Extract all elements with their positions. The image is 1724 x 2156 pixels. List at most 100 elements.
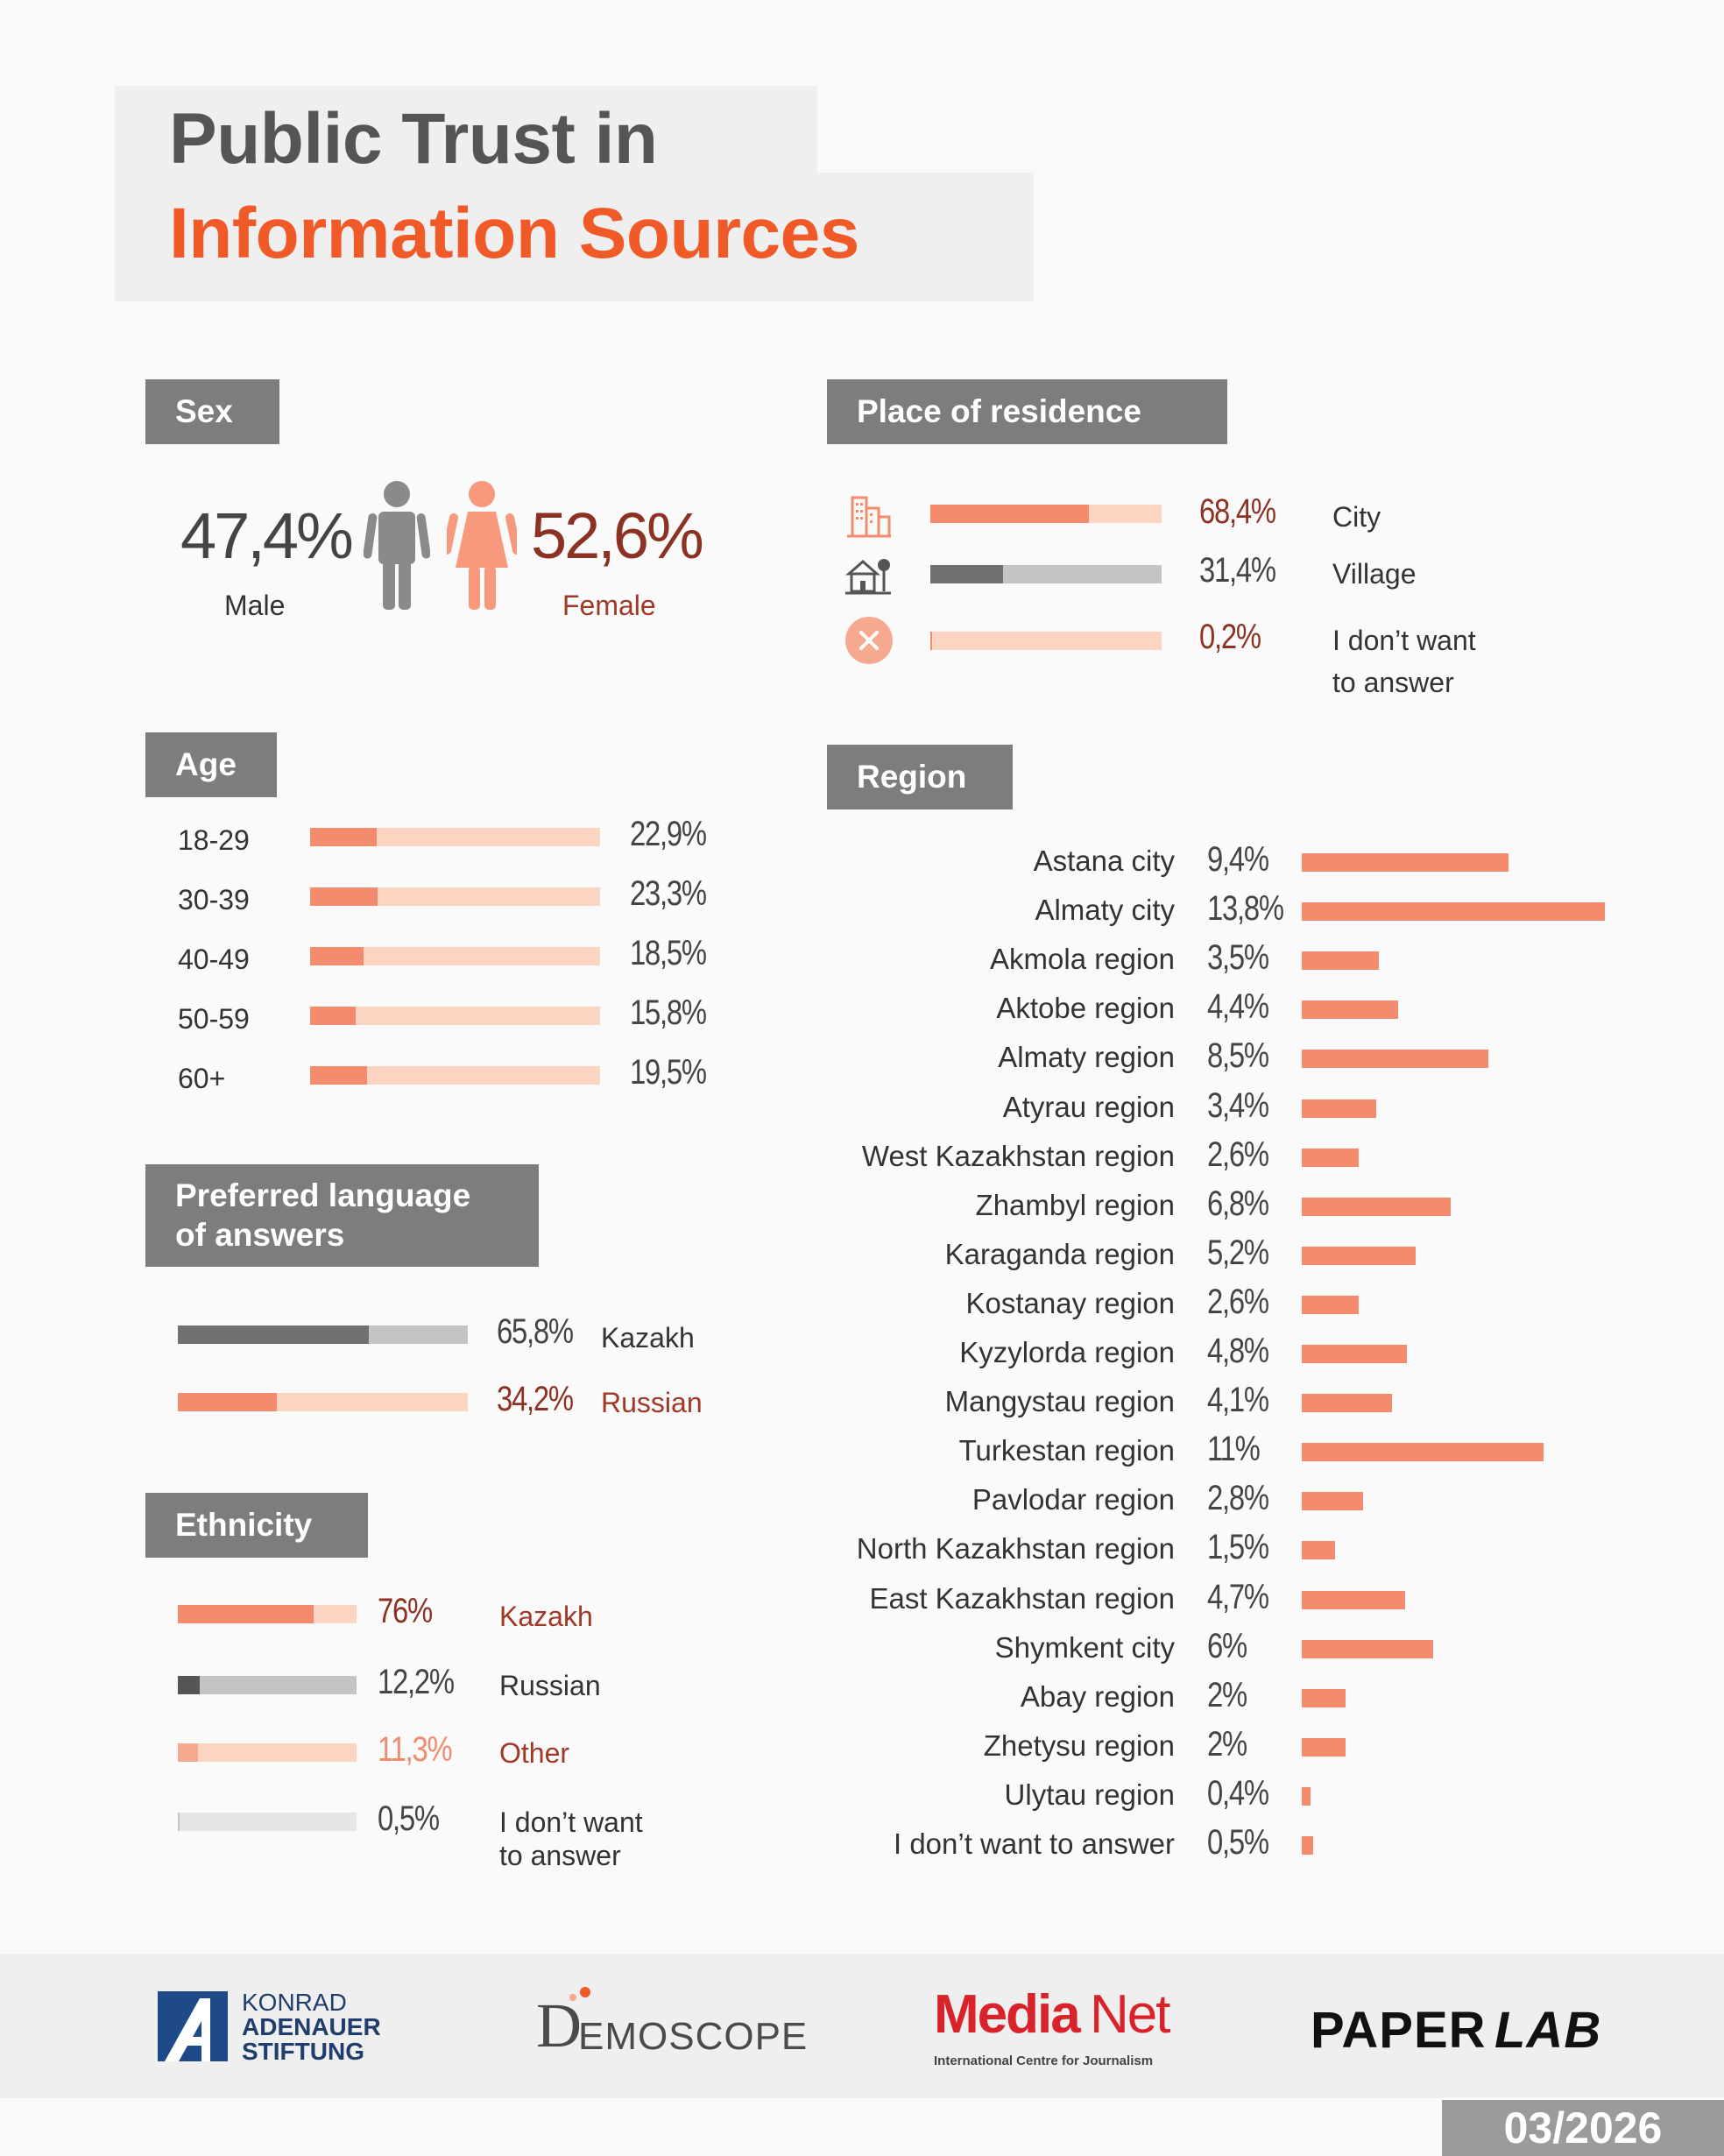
- kas-logo-line-3: STIFTUNG: [242, 2038, 364, 2065]
- age-bar-3: [310, 1007, 600, 1025]
- region-label-3: Aktobe region: [996, 992, 1175, 1025]
- ethnicity-bar-russian-fill: [178, 1676, 200, 1694]
- female-percent: 52,6%: [531, 499, 704, 572]
- language-bar-kazakh: [178, 1325, 468, 1344]
- region-value-16: 6%: [1207, 1626, 1247, 1665]
- residence-bar-city: [930, 505, 1162, 523]
- age-bar-1: [310, 887, 600, 906]
- region-value-1: 13,8%: [1207, 889, 1284, 929]
- paperlab-logo-lab: LAB: [1494, 2002, 1602, 2059]
- village-icon: [845, 559, 891, 595]
- residence-bar-village: [930, 565, 1162, 583]
- residence-bar-decline: [930, 632, 1162, 650]
- residence-bar-city-fill: [930, 505, 1089, 523]
- age-bar-fill-3: [310, 1007, 357, 1025]
- page-title-line-1: Public Trust in: [169, 99, 658, 179]
- region-label-17: Abay region: [1020, 1679, 1175, 1713]
- medianet-logo-net: Net: [1090, 1984, 1170, 2045]
- region-bar-18: [1302, 1737, 1346, 1757]
- region-label-4: Almaty region: [998, 1041, 1175, 1074]
- ethnicity-other-value: 11,3%: [378, 1730, 453, 1769]
- region-label-6: West Kazakhstan region: [861, 1139, 1175, 1172]
- footer: [0, 1954, 1724, 2098]
- region-label-1: Almaty city: [1035, 894, 1175, 927]
- date-badge: 03/2026: [1442, 2100, 1724, 2156]
- region-bar-10: [1302, 1345, 1408, 1363]
- region-value-2: 3,5%: [1207, 938, 1269, 978]
- region-bar-13: [1302, 1492, 1364, 1511]
- residence-decline-label-line-2: to answer: [1332, 667, 1454, 698]
- region-value-8: 5,2%: [1207, 1233, 1269, 1272]
- demoscope-logo-initial: D: [536, 1990, 582, 2061]
- region-bar-15: [1302, 1590, 1405, 1609]
- ethnicity-other-label: Other: [499, 1737, 570, 1769]
- region-label-13: Pavlodar region: [972, 1483, 1175, 1516]
- ethnicity-bar-other: [178, 1743, 357, 1762]
- kas-logo-line-2: ADENAUER: [242, 2013, 381, 2040]
- region-label-7: Zhambyl region: [975, 1188, 1175, 1221]
- language-kazakh-value: 65,8%: [497, 1312, 574, 1351]
- region-label-11: Mangystau region: [944, 1385, 1175, 1418]
- language-russian-value: 34,2%: [497, 1380, 574, 1418]
- age-label-3: 50-59: [178, 1003, 250, 1035]
- age-value-2: 18,5%: [630, 934, 707, 972]
- residence-city-label: City: [1332, 501, 1381, 533]
- ethnicity-bar-decline: [178, 1813, 357, 1831]
- residence-decline-label-line-1: I don’t want: [1332, 625, 1476, 656]
- male-label: Male: [224, 590, 286, 621]
- page-title-line-2: Information Sources: [169, 194, 859, 273]
- ethnicity-bar-decline-fill: [178, 1813, 180, 1831]
- residence-village-label: Village: [1332, 558, 1417, 590]
- region-value-13: 2,8%: [1207, 1479, 1269, 1518]
- region-value-4: 8,5%: [1207, 1036, 1269, 1076]
- section-label-language-line-1: Preferred language: [175, 1177, 471, 1214]
- region-label-9: Kostanay region: [965, 1286, 1176, 1319]
- region-label-16: Shymkent city: [994, 1630, 1175, 1664]
- age-bar-fill-1: [310, 887, 378, 906]
- ethnicity-bar-kazakh-fill: [178, 1605, 314, 1623]
- decline-icon: [845, 617, 893, 664]
- region-value-7: 6,8%: [1207, 1184, 1269, 1223]
- age-bar-4: [310, 1066, 600, 1085]
- region-bar-0: [1302, 853, 1508, 872]
- age-bar-fill-4: [310, 1066, 367, 1085]
- region-label-5: Atyrau region: [1002, 1090, 1175, 1123]
- paperlab-logo-paper: PAPER: [1311, 2002, 1487, 2059]
- ethnicity-russian-value: 12,2%: [378, 1663, 455, 1701]
- region-value-20: 0,5%: [1207, 1823, 1269, 1862]
- region-bar-1: [1302, 902, 1605, 922]
- ethnicity-decline-label-line-2: to answer: [499, 1840, 621, 1871]
- ethnicity-russian-label: Russian: [499, 1670, 601, 1701]
- age-label-2: 40-49: [178, 944, 250, 975]
- age-label-0: 18-29: [178, 824, 250, 856]
- age-value-1: 23,3%: [630, 874, 707, 913]
- residence-bar-decline-fill: [930, 632, 932, 650]
- title-background-extension: [817, 173, 1034, 301]
- region-label-18: Zhetysu region: [983, 1728, 1175, 1762]
- male-percent: 47,4%: [180, 499, 354, 572]
- region-label-8: Karaganda region: [944, 1237, 1175, 1270]
- age-bar-fill-2: [310, 947, 364, 965]
- age-label-1: 30-39: [178, 884, 250, 915]
- title-background: [115, 86, 817, 301]
- section-label-ethnicity: Ethnicity: [145, 1493, 368, 1558]
- region-value-6: 2,6%: [1207, 1135, 1269, 1174]
- language-bar-russian-fill: [178, 1393, 278, 1411]
- section-label-residence: Place of residence: [827, 379, 1227, 444]
- region-bar-6: [1302, 1148, 1360, 1167]
- region-value-18: 2%: [1207, 1724, 1247, 1764]
- region-bar-19: [1302, 1786, 1311, 1806]
- female-icon: [447, 481, 517, 610]
- region-label-19: Ulytau region: [1004, 1778, 1175, 1811]
- region-value-12: 11%: [1207, 1430, 1261, 1469]
- region-value-15: 4,7%: [1207, 1577, 1269, 1616]
- region-bar-9: [1302, 1295, 1360, 1314]
- medianet-logo-tagline: International Centre for Journalism: [934, 2054, 1154, 2068]
- region-label-2: Akmola region: [990, 943, 1175, 976]
- age-label-4: 60+: [178, 1063, 226, 1094]
- ethnicity-bar-other-fill: [178, 1743, 199, 1762]
- section-label-sex: Sex: [145, 379, 279, 444]
- kas-logo-icon: [158, 1991, 228, 2061]
- region-bar-14: [1302, 1541, 1335, 1560]
- age-value-0: 22,9%: [630, 815, 707, 853]
